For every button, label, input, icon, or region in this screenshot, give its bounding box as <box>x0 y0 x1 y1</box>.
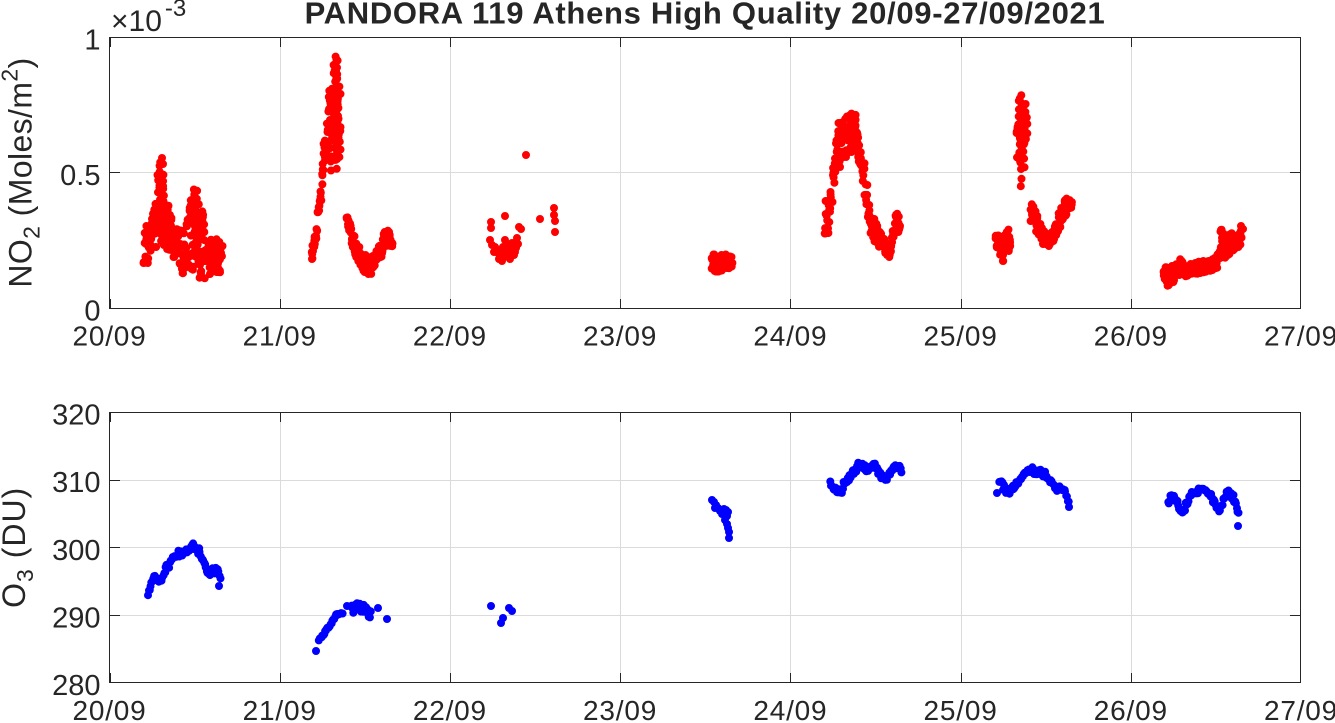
svg-text:320: 320 <box>52 400 100 432</box>
svg-text:0: 0 <box>84 296 100 328</box>
svg-text:22/09: 22/09 <box>413 321 487 352</box>
svg-text:23/09: 23/09 <box>583 695 657 723</box>
svg-text:PANDORA 119 Athens High Qualit: PANDORA 119 Athens High Quality 20/09-27… <box>305 0 1106 31</box>
svg-text:20/09: 20/09 <box>72 321 146 352</box>
svg-text:26/09: 26/09 <box>1094 695 1168 723</box>
svg-text:26/09: 26/09 <box>1094 321 1168 352</box>
svg-text:21/09: 21/09 <box>243 695 317 723</box>
svg-text:23/09: 23/09 <box>583 321 657 352</box>
svg-text:24/09: 24/09 <box>753 695 827 723</box>
svg-text:310: 310 <box>52 467 100 499</box>
svg-text:290: 290 <box>52 602 100 634</box>
svg-text:1: 1 <box>84 25 100 57</box>
svg-text:21/09: 21/09 <box>243 321 317 352</box>
svg-text:27/09: 27/09 <box>1264 695 1335 723</box>
svg-text:25/09: 25/09 <box>924 695 998 723</box>
svg-text:24/09: 24/09 <box>753 321 827 352</box>
svg-text:O3 (DU): O3 (DU) <box>0 487 38 608</box>
svg-text:280: 280 <box>52 670 100 702</box>
svg-text:22/09: 22/09 <box>413 695 487 723</box>
svg-text:27/09: 27/09 <box>1264 321 1335 352</box>
svg-text:0.5: 0.5 <box>60 160 100 192</box>
svg-text:300: 300 <box>52 535 100 567</box>
svg-text:NO2 (Moles/m2): NO2 (Moles/m2) <box>0 57 45 287</box>
svg-text:20/09: 20/09 <box>72 695 146 723</box>
svg-text:25/09: 25/09 <box>924 321 998 352</box>
